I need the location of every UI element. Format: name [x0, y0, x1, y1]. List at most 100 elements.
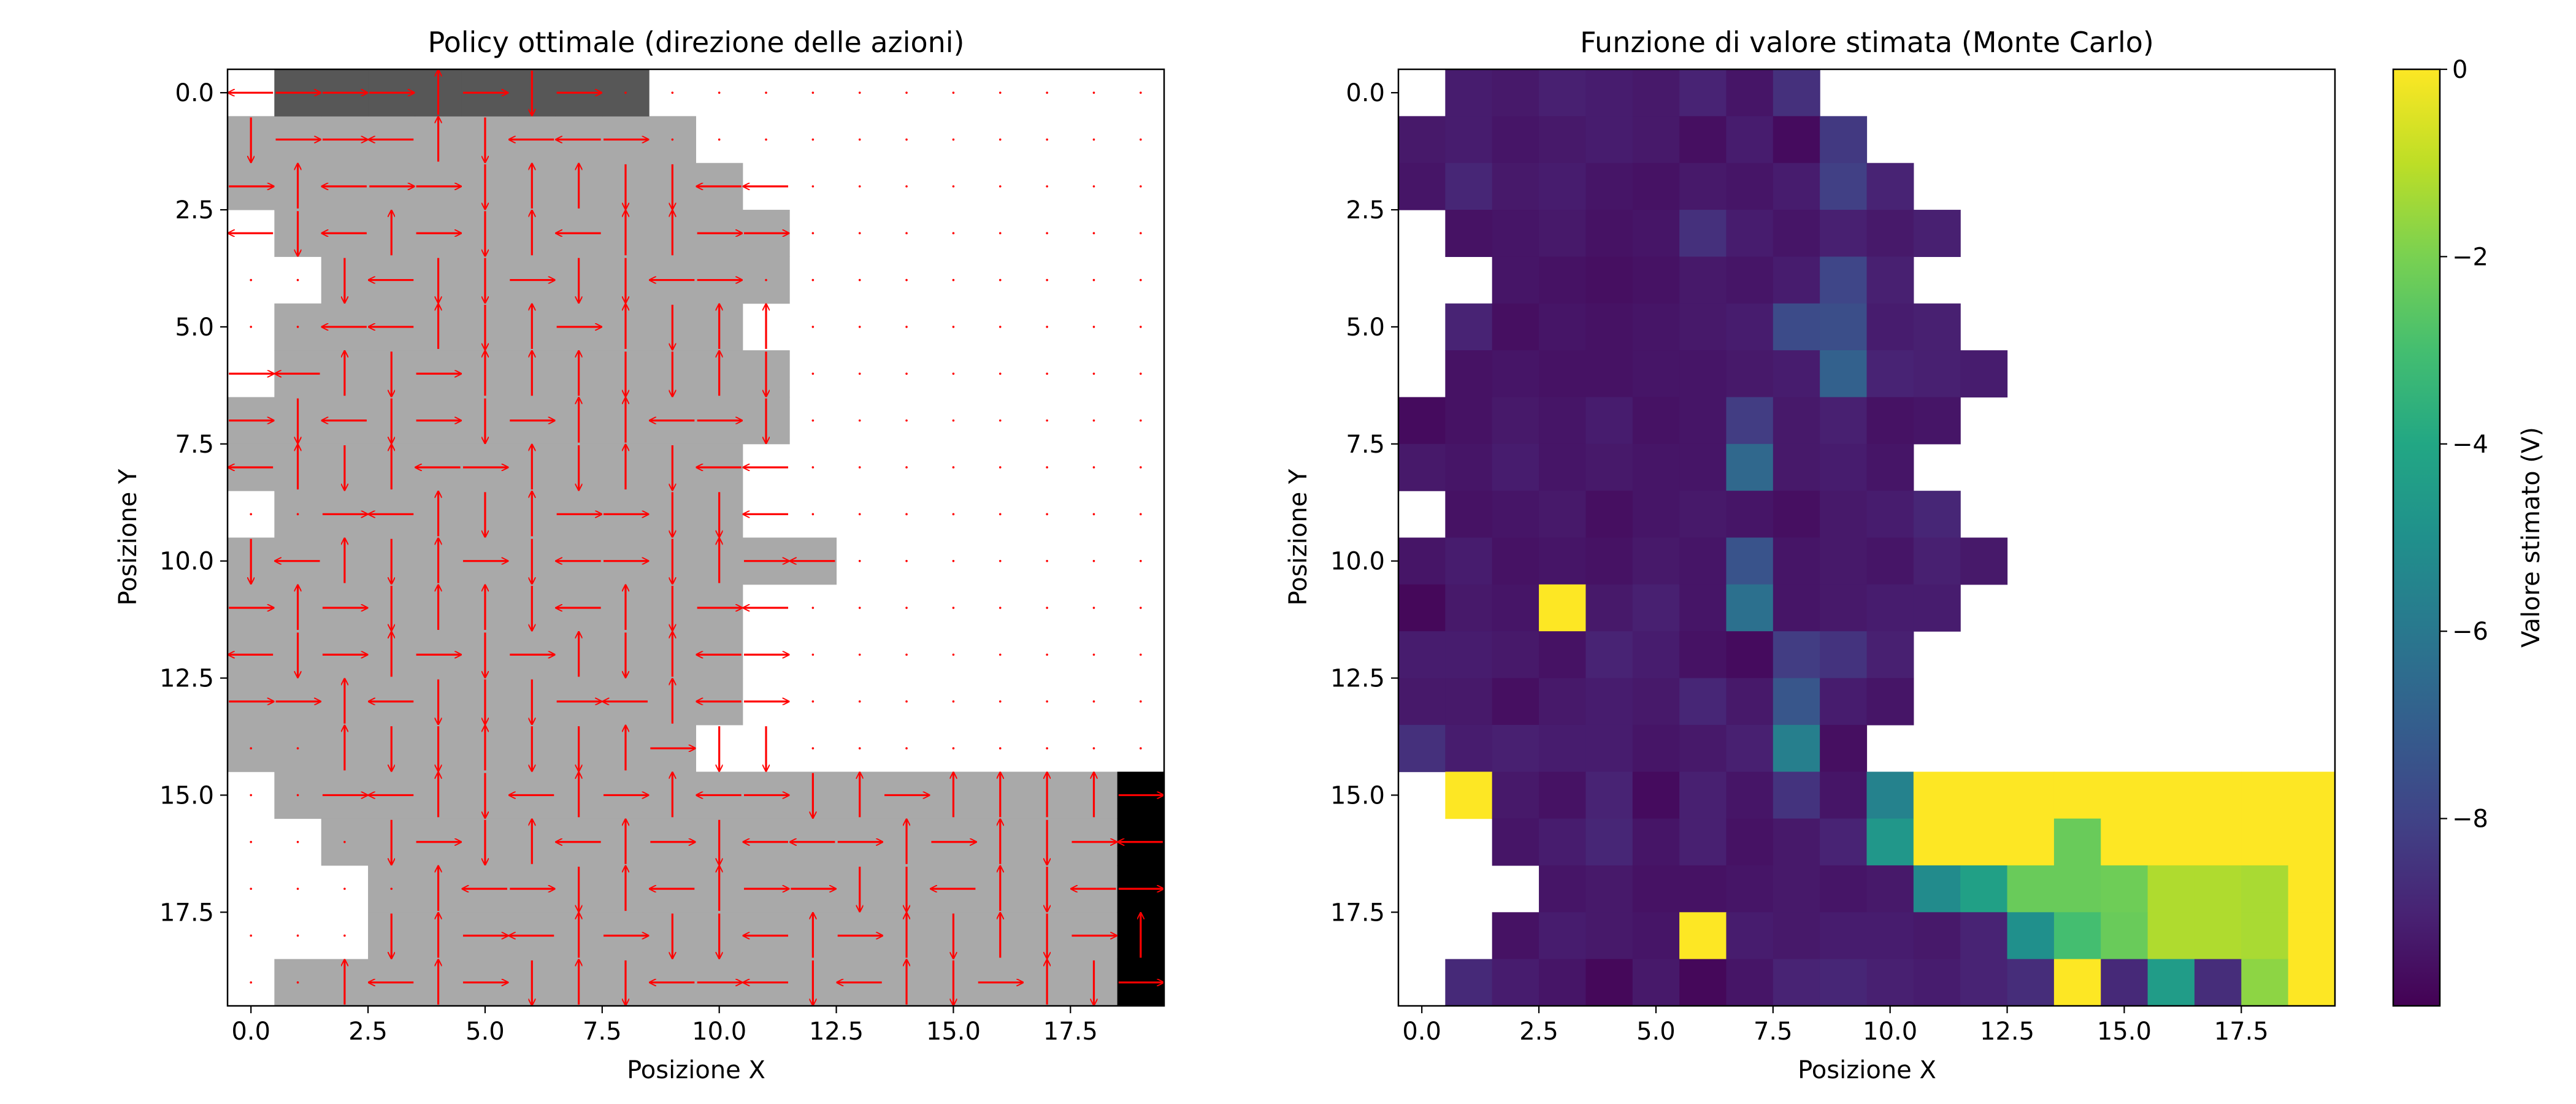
- y-tick-label: 5.0: [175, 313, 214, 342]
- policy-dot: [1140, 559, 1142, 562]
- y-tick-label: 7.5: [1346, 431, 1385, 459]
- value-cell: [1679, 818, 1727, 866]
- policy-dot: [811, 372, 815, 375]
- policy-dot: [671, 91, 674, 94]
- policy-dot: [296, 887, 299, 890]
- policy-x-ticks: 0.0 2.5 5.0 7.5 10.0 12.5 15.0 17.5: [231, 1006, 1098, 1046]
- value-cell: [1492, 303, 1539, 351]
- policy-dot: [952, 747, 955, 749]
- policy-dot: [718, 91, 721, 94]
- value-cell: [2147, 772, 2195, 819]
- policy-grid: [228, 69, 1165, 1006]
- value-cell: [1492, 724, 1539, 772]
- value-cell: [2147, 912, 2195, 960]
- value-cell: [1679, 350, 1727, 398]
- policy-dot: [1140, 747, 1142, 749]
- value-cell: [1539, 443, 1586, 491]
- value-cell: [1773, 724, 1820, 772]
- policy-dot: [250, 513, 252, 516]
- policy-dot: [999, 513, 1002, 516]
- value-cell: [1585, 678, 1633, 726]
- colorbar-tick-label: −4: [2452, 431, 2488, 459]
- policy-dot: [1092, 466, 1095, 469]
- value-cell: [1820, 724, 1868, 772]
- value-cell: [1820, 350, 1868, 398]
- colorbar-tick-label: 0: [2452, 56, 2467, 84]
- value-cell: [1492, 163, 1539, 210]
- policy-dot: [1092, 747, 1095, 749]
- value-cell: [1492, 491, 1539, 539]
- value-cell: [1539, 210, 1586, 257]
- value-cell: [1726, 491, 1774, 539]
- value-cell: [1445, 303, 1493, 351]
- value-cell: [1445, 959, 1493, 1006]
- value-cell: [1539, 397, 1586, 445]
- policy-dot: [1140, 466, 1142, 469]
- value-cell: [1773, 116, 1820, 164]
- policy-dot: [811, 700, 815, 703]
- x-tick-label: 2.5: [348, 1018, 388, 1046]
- value-cell: [1445, 116, 1493, 164]
- policy-dot: [858, 91, 861, 94]
- policy-dot: [999, 278, 1002, 282]
- value-cell: [1632, 865, 1680, 913]
- value-cell: [1539, 303, 1586, 351]
- value-cell: [1585, 303, 1633, 351]
- policy-dot: [858, 513, 861, 516]
- policy-dot: [952, 91, 955, 94]
- value-cell: [1445, 443, 1493, 491]
- policy-dot: [1046, 747, 1048, 749]
- policy-dot: [999, 91, 1002, 94]
- x-tick-label: 7.5: [1754, 1018, 1793, 1046]
- policy-dot: [1092, 559, 1095, 562]
- y-tick-label: 2.5: [1346, 196, 1385, 224]
- policy-dot: [250, 887, 252, 890]
- value-cell: [1585, 69, 1633, 117]
- policy-dot: [858, 466, 861, 469]
- policy-dot: [343, 840, 346, 843]
- policy-dot: [999, 466, 1002, 469]
- value-cell: [1445, 491, 1493, 539]
- policy-dot: [1046, 91, 1048, 94]
- value-cell: [1398, 724, 1446, 772]
- value-cell: [1726, 959, 1774, 1006]
- policy-dot: [296, 981, 299, 984]
- policy-dot: [905, 466, 908, 469]
- x-tick-label: 15.0: [2097, 1018, 2152, 1046]
- value-cell: [1632, 537, 1680, 585]
- value-cell: [1585, 537, 1633, 585]
- value-cell: [1492, 912, 1539, 960]
- value-cell: [1539, 959, 1586, 1006]
- value-cell: [1492, 443, 1539, 491]
- value-title: Funzione di valore stimata (Monte Carlo): [1580, 26, 2154, 59]
- value-cell: [1585, 210, 1633, 257]
- y-tick-label: 15.0: [159, 781, 214, 810]
- value-cell: [1585, 724, 1633, 772]
- policy-dot: [1092, 513, 1095, 516]
- value-cell: [1632, 443, 1680, 491]
- policy-dot: [952, 138, 955, 141]
- value-cell: [1632, 772, 1680, 819]
- colorbar-tick-label: −8: [2452, 805, 2488, 834]
- value-cell: [2194, 959, 2242, 1006]
- value-cell: [1445, 350, 1493, 398]
- policy-dot: [1046, 232, 1048, 235]
- value-cell: [2147, 865, 2195, 913]
- value-cell: [1726, 584, 1774, 632]
- value-cell: [1773, 678, 1820, 726]
- value-cell: [1492, 116, 1539, 164]
- policy-dot: [1092, 419, 1095, 422]
- value-cell: [1539, 256, 1586, 304]
- policy-dot: [858, 607, 861, 609]
- value-cell: [1632, 397, 1680, 445]
- value-cell: [1913, 818, 1961, 866]
- policy-dot: [858, 232, 861, 235]
- policy-dot: [905, 185, 908, 188]
- value-cell: [1820, 491, 1868, 539]
- policy-x-label: Posizione X: [627, 1056, 765, 1084]
- value-cell: [2147, 959, 2195, 1006]
- value-cell: [2101, 912, 2149, 960]
- policy-dot: [905, 326, 908, 328]
- value-cell: [1773, 631, 1820, 679]
- value-cell: [1820, 256, 1868, 304]
